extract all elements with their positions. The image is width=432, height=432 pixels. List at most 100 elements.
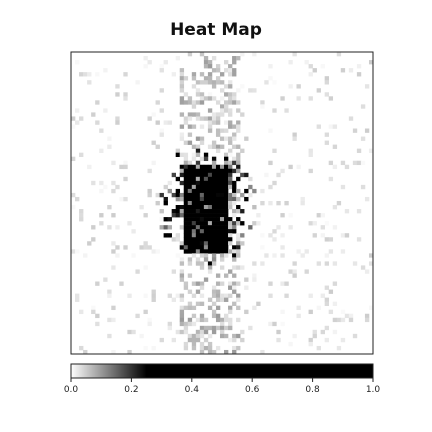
heatmap-cell <box>232 72 237 77</box>
heatmap-cell <box>171 269 176 274</box>
heatmap-cell <box>187 221 193 226</box>
heatmap-cell <box>203 229 209 234</box>
heatmap-cell <box>115 120 120 125</box>
heatmap-cell <box>308 309 313 315</box>
heatmap-cell <box>232 68 237 73</box>
heatmap-cell <box>111 180 116 186</box>
heatmap-cell <box>224 92 229 97</box>
heatmap-cell <box>224 200 229 206</box>
heatmap-cell <box>107 289 112 294</box>
heatmap-cell <box>228 124 233 129</box>
heatmap-cell <box>179 213 185 218</box>
heatmap-cell <box>167 120 172 125</box>
heatmap-cell <box>151 293 156 298</box>
heatmap-cell <box>215 144 221 149</box>
heatmap-cell <box>215 345 221 351</box>
heatmap-cell <box>268 233 273 238</box>
heatmap-cell <box>308 148 313 153</box>
heatmap-cell <box>143 265 148 270</box>
heatmap-cell <box>215 325 221 331</box>
heatmap-cell <box>115 184 120 190</box>
heatmap-cell <box>195 233 201 238</box>
heatmap-cell <box>228 293 233 298</box>
heatmap-cell <box>79 309 84 315</box>
heatmap-cell <box>191 337 197 343</box>
heatmap-cell <box>348 317 354 323</box>
heatmap-cell <box>312 221 317 226</box>
heatmap-cell <box>364 317 370 323</box>
heatmap-cell <box>151 160 156 166</box>
heatmap-cell <box>207 192 213 198</box>
heatmap-cell <box>79 345 84 351</box>
heatmap-cell <box>159 128 164 133</box>
heatmap-cell <box>219 192 225 198</box>
heatmap-cell <box>228 92 233 97</box>
heatmap-cell <box>147 168 152 174</box>
heatmap-cell <box>228 192 233 198</box>
heatmap-cell <box>107 205 112 210</box>
heatmap-cell <box>203 80 209 85</box>
heatmap-cell <box>191 209 197 214</box>
heatmap-cell <box>203 345 209 351</box>
heatmap-cell <box>232 257 237 262</box>
heatmap-cell <box>179 88 185 93</box>
heatmap-cell <box>224 349 229 355</box>
heatmap-cell <box>360 160 366 166</box>
heatmap-cell <box>83 253 88 258</box>
heatmap-cell <box>139 205 144 210</box>
heatmap-cell <box>183 160 189 166</box>
heatmap-cell <box>211 249 217 254</box>
heatmap-cell <box>312 68 317 73</box>
heatmap-cell <box>272 80 277 85</box>
heatmap-cell <box>232 56 237 61</box>
heatmap-cell <box>195 213 201 218</box>
heatmap-cell <box>195 289 201 294</box>
heatmap-cell <box>340 317 346 323</box>
heatmap-cell <box>79 116 84 121</box>
heatmap-cell <box>324 337 330 343</box>
heatmap-cell <box>107 225 112 230</box>
heatmap-cell <box>199 233 205 238</box>
heatmap-cell <box>228 84 233 89</box>
heatmap-cell <box>203 172 209 178</box>
heatmap-cell <box>211 245 217 250</box>
heatmap-cell <box>215 297 221 302</box>
heatmap-cell <box>203 76 209 81</box>
heatmap-cell <box>228 221 233 226</box>
heatmap-cell <box>232 249 237 254</box>
heatmap-cell <box>191 341 197 347</box>
heatmap-cell <box>179 241 185 246</box>
heatmap-cell <box>252 305 257 311</box>
heatmap-cell <box>264 253 269 258</box>
heatmap-cell <box>195 237 201 242</box>
heatmap-cell <box>215 128 221 133</box>
heatmap-cell <box>207 249 213 254</box>
heatmap-cell <box>147 245 152 250</box>
heatmap-cell <box>296 164 301 170</box>
heatmap-cell <box>219 80 225 85</box>
heatmap-cell <box>183 237 189 242</box>
heatmap-cell <box>207 60 213 65</box>
heatmap-cell <box>163 217 168 222</box>
heatmap-cell <box>312 333 317 339</box>
heatmap-cell <box>224 225 229 230</box>
heatmap-cell <box>123 245 128 250</box>
heatmap-cell <box>316 213 321 218</box>
heatmap-cell <box>232 60 237 65</box>
heatmap-cell <box>195 180 201 186</box>
heatmap-cell <box>215 209 221 214</box>
heatmap-cell <box>219 221 225 226</box>
heatmap-cell <box>352 128 358 133</box>
heatmap-cell <box>207 184 213 190</box>
heatmap-cell <box>211 293 217 298</box>
heatmap-cell <box>151 249 156 254</box>
heatmap-cell <box>167 321 172 327</box>
heatmap-cell <box>236 209 241 214</box>
heatmap-cell <box>280 253 285 258</box>
heatmap-cell <box>207 345 213 351</box>
heatmap-cell <box>199 345 205 351</box>
heatmap-cell <box>336 345 342 351</box>
heatmap-cell <box>199 116 205 121</box>
heatmap-cell <box>292 333 297 339</box>
heatmap-cell <box>215 116 221 121</box>
